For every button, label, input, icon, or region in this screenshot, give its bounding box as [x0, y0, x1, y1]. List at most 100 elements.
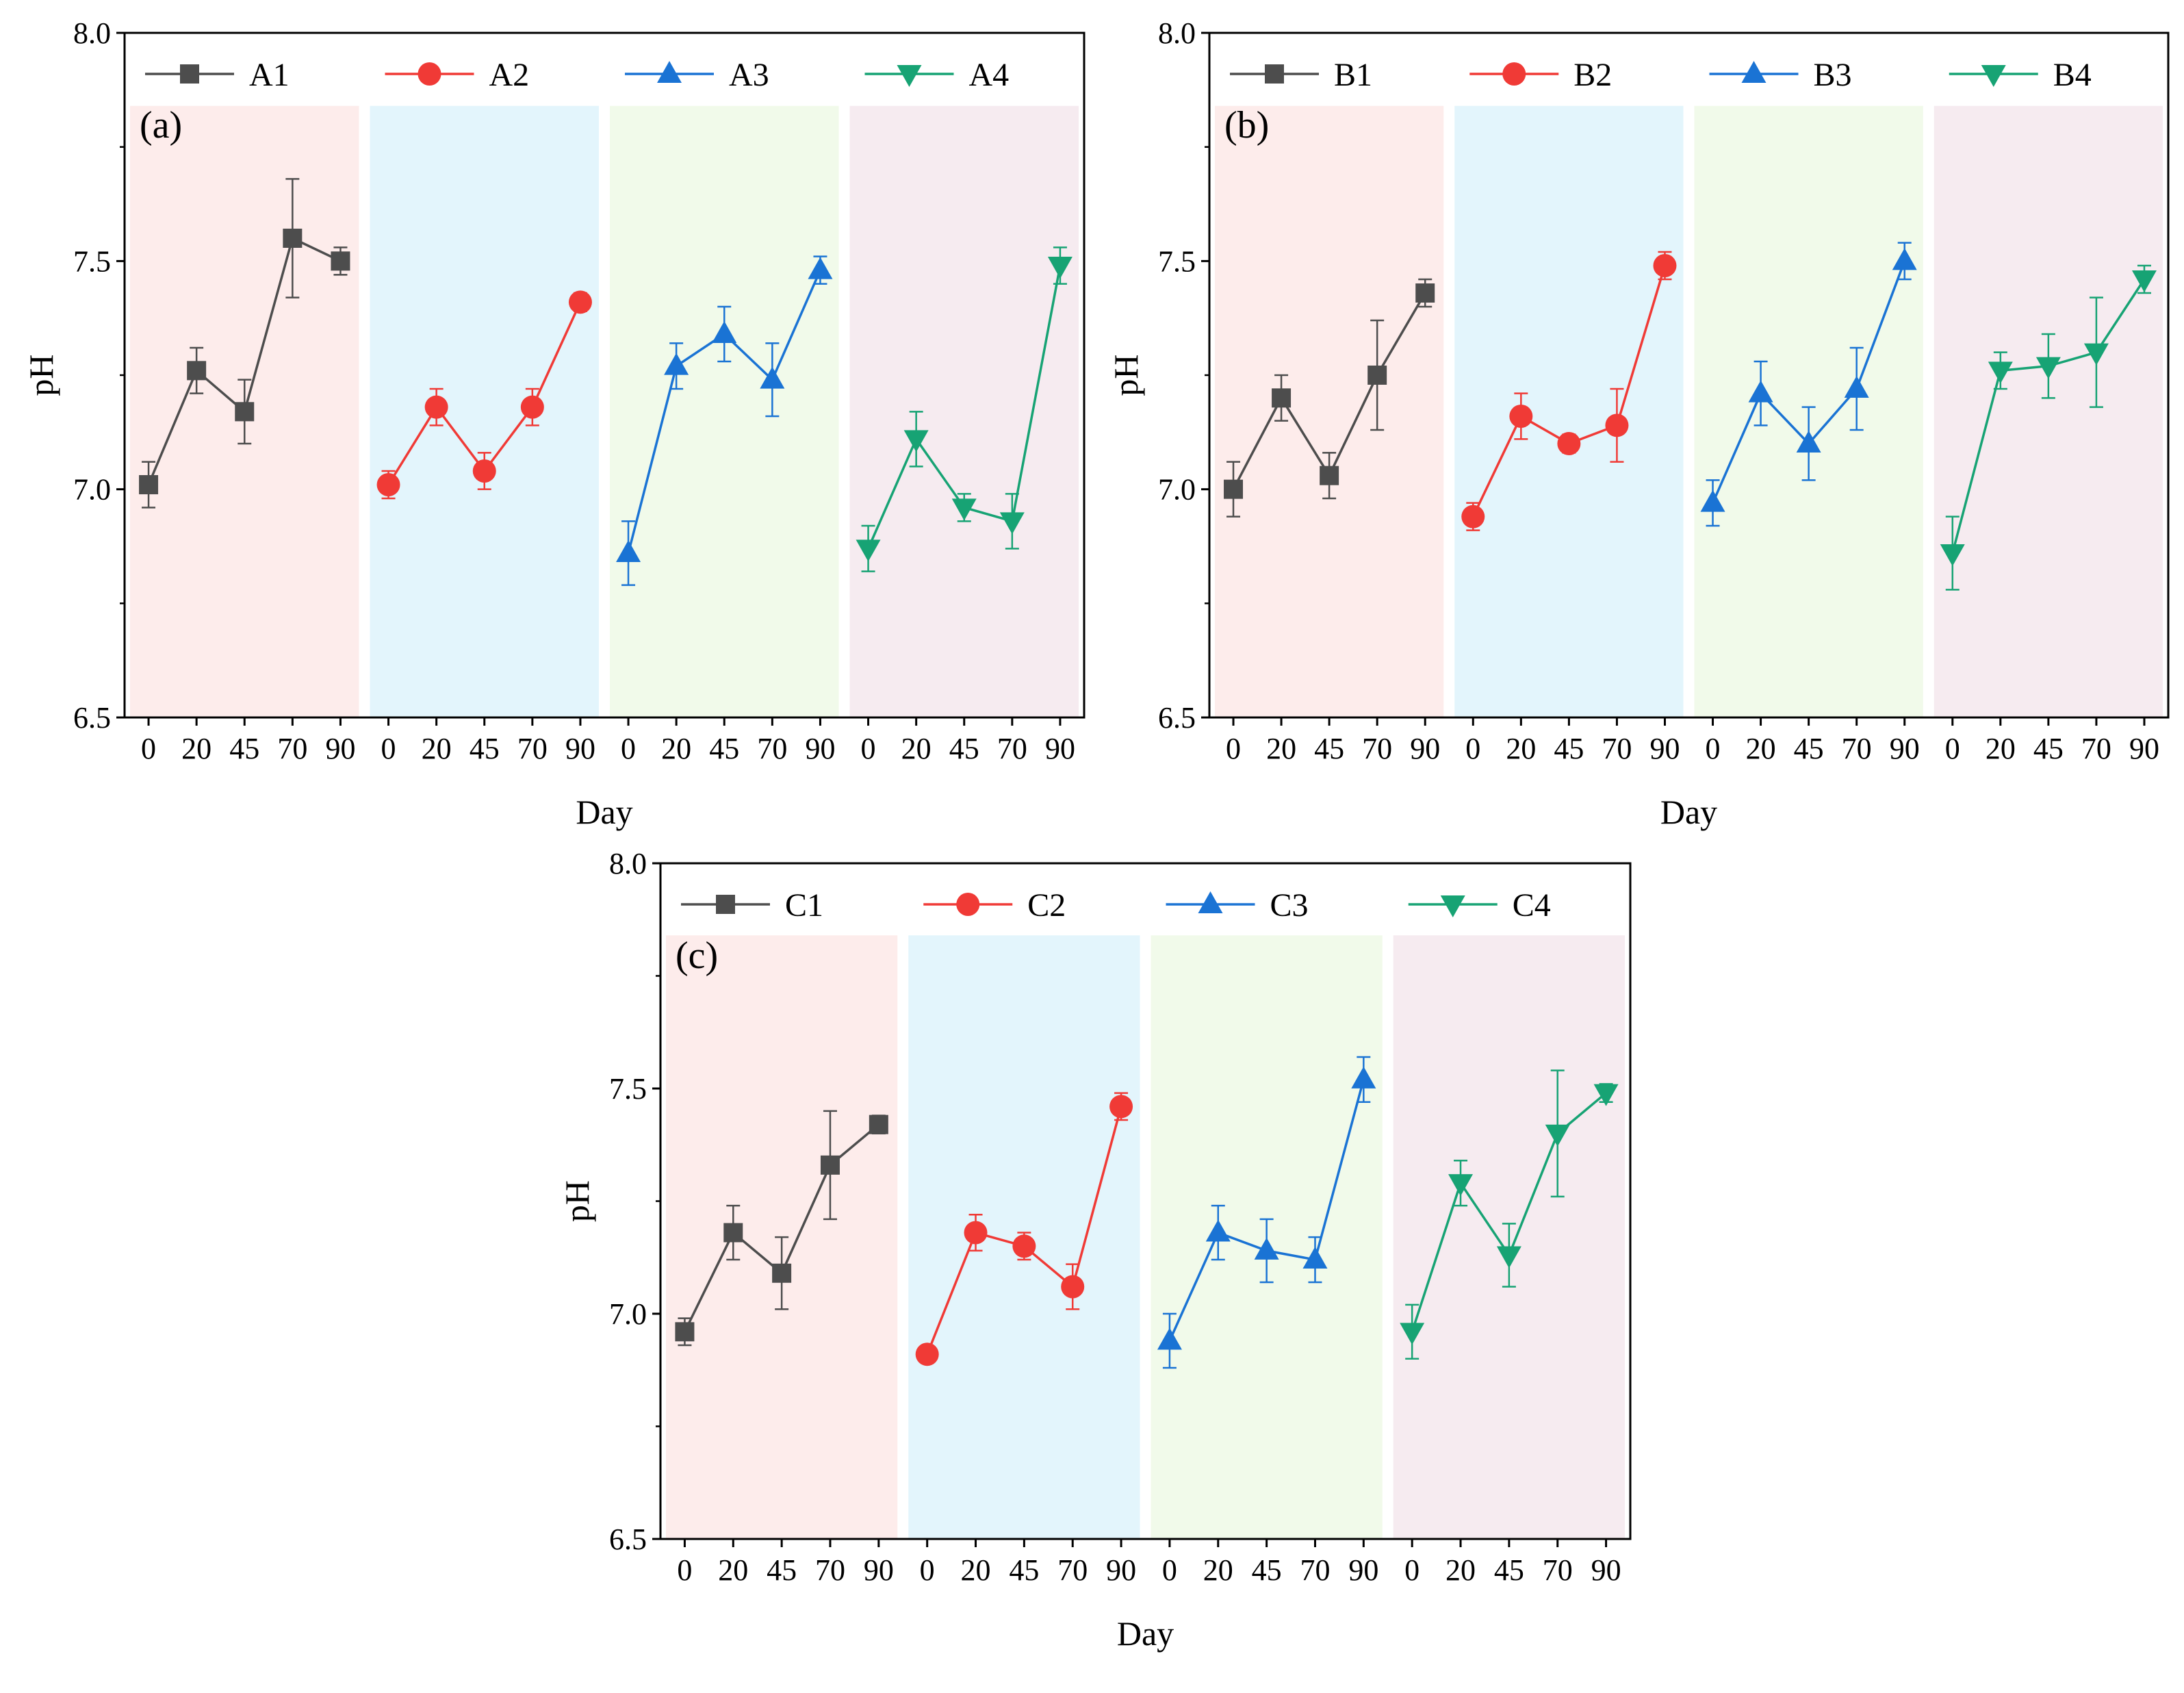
data-point	[1844, 376, 1869, 398]
data-point	[964, 1221, 988, 1245]
series-B1	[1224, 278, 1435, 518]
legend-entry-A4: A4	[864, 57, 1009, 93]
y-axis-title: pH	[22, 354, 60, 396]
x-tick-label: 90	[1348, 1553, 1378, 1587]
data-point	[1254, 1237, 1279, 1260]
data-point	[1700, 489, 1725, 512]
x-tick-label: 90	[565, 732, 595, 765]
x-tick-label: 0	[1945, 732, 1960, 765]
x-tick-label: 45	[1009, 1553, 1039, 1587]
data-point	[1653, 254, 1677, 277]
x-tick-label: 45	[1252, 1553, 1282, 1587]
x-tick-label: 20	[1746, 732, 1776, 765]
data-point	[520, 395, 544, 419]
y-tick-label: 8.0	[73, 16, 111, 50]
data-point	[472, 459, 496, 483]
legend-marker	[1265, 64, 1284, 84]
data-point	[1272, 388, 1292, 408]
legend-marker	[956, 893, 980, 916]
legend-entry-B2: B2	[1469, 57, 1612, 93]
x-tick-label: 70	[1300, 1553, 1330, 1587]
legend-entry-C2: C2	[923, 887, 1066, 924]
chart-panel-2: 6.5 7.0 7.5 8.0 0 20 45 70 90 0 20 45 70 90 0 20 45 70 90 0…	[1107, 16, 2170, 831]
data-point	[2131, 270, 2157, 292]
x-tick-label: 70	[277, 732, 307, 765]
data-point	[915, 1342, 939, 1366]
y-tick-label: 8.0	[609, 847, 647, 880]
data-point	[760, 366, 785, 389]
x-tick-label: 70	[757, 732, 787, 765]
data-point	[1012, 1234, 1036, 1258]
x-tick-label: 70	[815, 1553, 845, 1587]
group-band-3	[610, 105, 839, 717]
x-tick-label: 70	[1602, 732, 1632, 765]
y-tick-label: 6.5	[73, 701, 111, 735]
y-tick-label: 6.5	[1158, 701, 1196, 735]
x-tick-label: 90	[1106, 1553, 1136, 1587]
data-point	[1061, 1275, 1085, 1299]
x-tick-label: 90	[1410, 732, 1440, 765]
x-tick-label: 45	[1554, 732, 1584, 765]
data-point	[1302, 1247, 1328, 1269]
series-B3	[1700, 242, 1917, 527]
x-tick-label: 0	[141, 732, 156, 765]
legend-label: C4	[1513, 887, 1551, 924]
x-tick-label: 45	[470, 732, 500, 765]
panel-label: (a)	[140, 104, 182, 147]
x-axis-title: Day	[1660, 793, 1717, 831]
legend-label: A1	[249, 57, 290, 93]
series-C2	[915, 1092, 1133, 1366]
series-B2	[1461, 251, 1677, 531]
x-tick-label: 20	[901, 732, 932, 765]
legend-marker	[1440, 895, 1465, 917]
data-point	[999, 512, 1025, 535]
x-tick-label: 45	[949, 732, 979, 765]
series-A1	[139, 178, 350, 509]
data-point	[331, 251, 350, 271]
data-point	[1557, 432, 1581, 455]
panel-label: (b)	[1224, 104, 1269, 147]
y-tick-label: 7.0	[609, 1297, 647, 1331]
x-tick-label: 70	[1057, 1553, 1088, 1587]
data-point	[1320, 466, 1339, 485]
data-point	[1047, 257, 1072, 279]
series-A2	[376, 290, 592, 500]
data-point	[1496, 1246, 1521, 1269]
legend-entry-C4: C4	[1408, 887, 1551, 924]
series-C1	[675, 1110, 888, 1347]
data-point	[1415, 283, 1435, 303]
x-tick-label: 90	[325, 732, 355, 765]
x-tick-label: 20	[1446, 1553, 1476, 1587]
x-tick-label: 90	[1591, 1553, 1621, 1587]
group-band-2	[1454, 105, 1684, 717]
data-point	[1367, 366, 1387, 385]
legend-marker	[657, 61, 682, 83]
x-tick-label: 20	[1986, 732, 2016, 765]
y-tick-label: 7.5	[609, 1072, 647, 1106]
series-B4	[1940, 264, 2157, 591]
x-tick-label: 90	[2129, 732, 2159, 765]
data-point	[664, 353, 689, 375]
y-axis-title: pH	[558, 1180, 596, 1222]
data-point	[1545, 1124, 1570, 1147]
data-point	[616, 540, 641, 562]
x-tick-label: 20	[718, 1553, 748, 1587]
x-tick-label: 70	[997, 732, 1027, 765]
legend-label: B4	[2053, 57, 2092, 93]
x-tick-label: 70	[517, 732, 548, 765]
legend-marker	[716, 895, 735, 914]
legend-label: B2	[1573, 57, 1612, 93]
x-tick-label: 0	[1404, 1553, 1419, 1587]
x-tick-label: 20	[961, 1553, 991, 1587]
data-point	[2035, 357, 2061, 379]
series-C4	[1400, 1069, 1619, 1360]
data-point	[187, 361, 207, 381]
x-tick-label: 90	[1649, 732, 1680, 765]
data-point	[1351, 1066, 1376, 1089]
x-tick-label: 0	[1226, 732, 1241, 765]
x-tick-label: 20	[1203, 1553, 1233, 1587]
x-tick-label: 0	[920, 1553, 935, 1587]
legend-marker	[1502, 62, 1526, 86]
data-point	[820, 1155, 840, 1175]
